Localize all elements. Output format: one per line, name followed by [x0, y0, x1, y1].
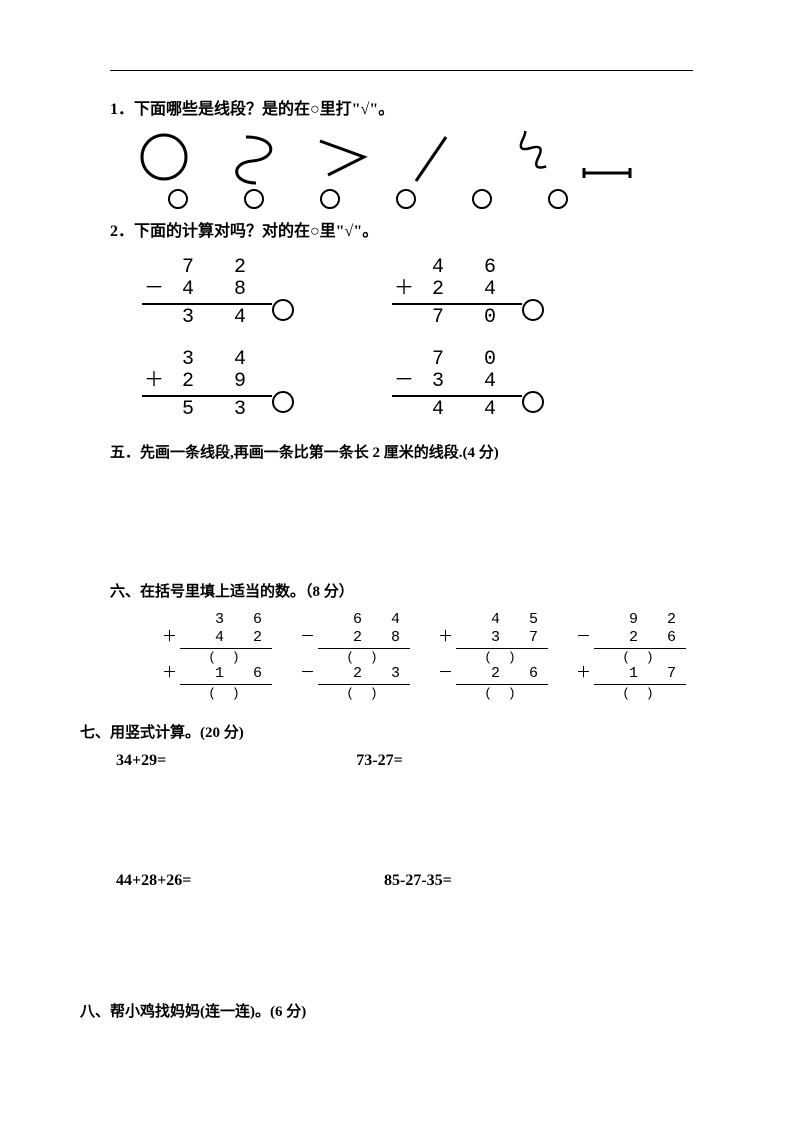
- q5-title: 五．先画一条线段,再画一条比第一条长 2 厘米的线段.(4 分): [110, 441, 693, 462]
- rule: [456, 648, 548, 649]
- paren: ( ): [456, 650, 548, 665]
- q2-row2: 3 4 ＋2 9 5 3 7 0 －3 4 4 4: [170, 339, 693, 431]
- q7-item: 73-27=: [356, 752, 402, 770]
- operator: ＋: [144, 371, 164, 393]
- rule: [318, 648, 410, 649]
- answer-circle[interactable]: [168, 189, 188, 209]
- q1-answer-circles: [168, 189, 693, 209]
- vertical-calc: 7 0 －3 4 4 4: [420, 349, 510, 421]
- rule: [456, 684, 548, 685]
- operand-a: 7 2: [170, 257, 260, 279]
- q6-b: －2 6: [594, 629, 686, 647]
- paren: ( ): [318, 686, 410, 701]
- q7-workspace: [110, 770, 693, 862]
- q6-col: 4 5 ＋3 7 ( ) －2 6 ( ): [456, 611, 548, 701]
- answer-circle[interactable]: [396, 189, 416, 209]
- q6-b: ＋3 7: [456, 629, 548, 647]
- q7-item: 85-27-35=: [384, 872, 452, 890]
- operator: －: [394, 371, 414, 393]
- shape-angle: [314, 131, 376, 187]
- operand-a: 4 6: [420, 257, 510, 279]
- paren: ( ): [318, 650, 410, 665]
- answer-circle[interactable]: [548, 189, 568, 209]
- q6-a: 3 6: [180, 611, 272, 629]
- calc-rule: [142, 395, 272, 397]
- rule: [594, 648, 686, 649]
- q6-col: 9 2 －2 6 ( ) ＋1 7 ( ): [594, 611, 686, 701]
- q6-title: 六、在括号里填上适当的数。（8 分）: [110, 580, 693, 601]
- q6-a: 6 4: [318, 611, 410, 629]
- q1-label: 1．下面哪些是线段？是的在○里打"√"。: [110, 95, 693, 119]
- vertical-calc: 3 4 ＋2 9 5 3: [170, 349, 260, 421]
- shape-diagonal: [402, 131, 464, 187]
- paren: ( ): [594, 686, 686, 701]
- q6-a: 4 5: [456, 611, 548, 629]
- q6-c: －2 6: [456, 665, 548, 683]
- q6-col: 6 4 －2 8 ( ) －2 3 ( ): [318, 611, 410, 701]
- shape-segment: [578, 131, 640, 187]
- q6-grid: 3 6 ＋4 2 ( ) ＋1 6 ( ) 6 4 －2 8 ( ) －2 3 …: [180, 611, 693, 701]
- paren: ( ): [180, 686, 272, 701]
- rule: [594, 684, 686, 685]
- operand-b: －3 4: [420, 371, 510, 393]
- answer-circle[interactable]: [272, 299, 294, 321]
- vertical-calc: 4 6 ＋2 4 7 0: [420, 257, 510, 329]
- operator: －: [144, 279, 164, 301]
- operand-a: 3 4: [170, 349, 260, 371]
- vertical-calc: 7 2 －4 8 3 4: [170, 257, 260, 329]
- operand-a: 7 0: [420, 349, 510, 371]
- q1-shapes: [138, 125, 693, 187]
- paren: ( ): [180, 650, 272, 665]
- q6-c: ＋1 7: [594, 665, 686, 683]
- rule: [180, 684, 272, 685]
- operand-b: ＋2 4: [420, 279, 510, 301]
- calc-rule: [392, 395, 522, 397]
- q7-row1: 34+29= 73-27=: [116, 752, 693, 770]
- operand-b: ＋2 9: [170, 371, 260, 393]
- q2-label: 2．下面的计算对吗？对的在○里"√"。: [110, 217, 693, 241]
- q6-a: 9 2: [594, 611, 686, 629]
- operand-b: －4 8: [170, 279, 260, 301]
- result: 4 4: [420, 399, 510, 421]
- operator: ＋: [394, 279, 414, 301]
- rule: [180, 648, 272, 649]
- q8-title: 八、帮小鸡找妈妈(连一连)。(6 分): [80, 1000, 693, 1021]
- q6-b: ＋4 2: [180, 629, 272, 647]
- answer-circle[interactable]: [522, 299, 544, 321]
- q6-c: ＋1 6: [180, 665, 272, 683]
- paren: ( ): [456, 686, 548, 701]
- q6-b: －2 8: [318, 629, 410, 647]
- shape-curve: [226, 131, 288, 187]
- rule: [318, 684, 410, 685]
- q7-item: 44+28+26=: [116, 872, 236, 890]
- calc-rule: [392, 303, 522, 305]
- q6-c: －2 3: [318, 665, 410, 683]
- answer-circle[interactable]: [320, 189, 340, 209]
- shape-circle: [138, 131, 200, 187]
- q7-title: 七、用竖式计算。(20 分): [80, 721, 693, 742]
- result: 3 4: [170, 307, 260, 329]
- q7-workspace: [110, 890, 693, 982]
- result: 7 0: [420, 307, 510, 329]
- q2-row1: 7 2 －4 8 3 4 4 6 ＋2 4 7 0: [170, 247, 693, 339]
- paren: ( ): [594, 650, 686, 665]
- answer-circle[interactable]: [244, 189, 264, 209]
- q7-row2: 44+28+26= 85-27-35=: [116, 872, 693, 890]
- page-top-rule: [110, 70, 693, 71]
- q6-col: 3 6 ＋4 2 ( ) ＋1 6 ( ): [180, 611, 272, 701]
- answer-circle[interactable]: [472, 189, 492, 209]
- answer-circle[interactable]: [522, 391, 544, 413]
- q7-item: 34+29=: [116, 752, 166, 770]
- result: 5 3: [170, 399, 260, 421]
- calc-rule: [142, 303, 272, 305]
- answer-circle[interactable]: [272, 391, 294, 413]
- q5-workspace: [110, 472, 693, 562]
- shape-wavy: [490, 131, 552, 187]
